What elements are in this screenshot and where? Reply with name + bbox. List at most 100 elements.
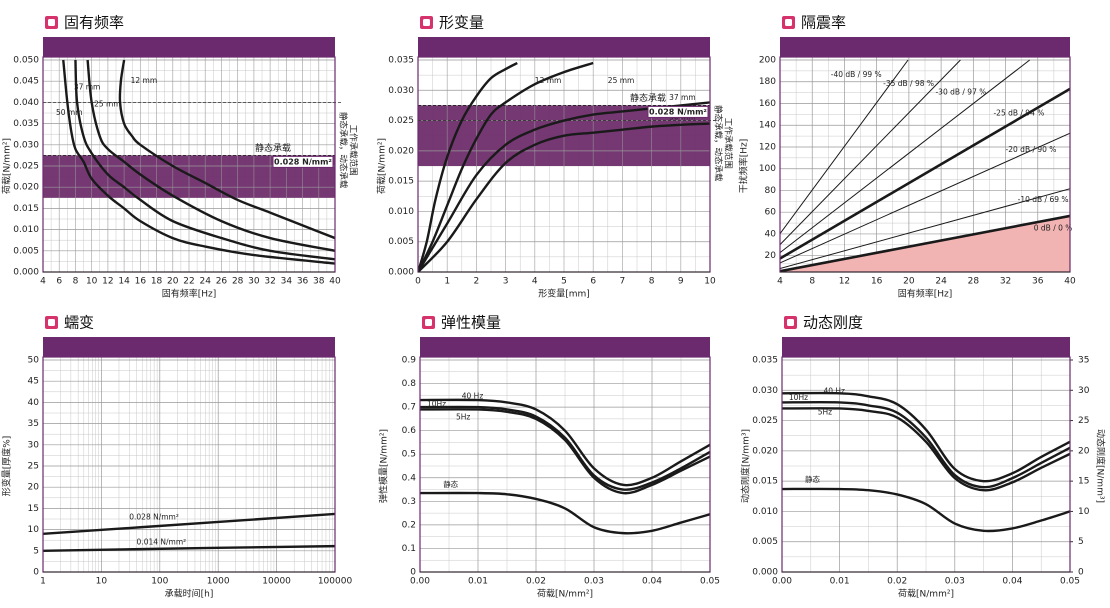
x-tick-label: 32: [264, 277, 275, 287]
annotation: 静态承载: [630, 92, 666, 104]
y-tick-label: 0.035: [13, 119, 39, 129]
series-label: 37 mm: [669, 93, 696, 102]
title-icon-inner: [787, 319, 794, 326]
x-tick-label: 1000: [207, 577, 230, 587]
value-box-label: 0.028 N/mm²: [274, 157, 332, 166]
x-tick-label: 8: [809, 277, 815, 287]
series-label: 5Hz: [456, 413, 470, 422]
side-annotation: 静态承载，动态承载: [713, 105, 724, 182]
series-label: -40 dB / 99 %: [831, 70, 882, 79]
y-tick-label: 0.010: [752, 507, 778, 517]
x-tick-label: 16: [871, 277, 883, 287]
series-label: 10Hz: [427, 399, 446, 408]
y2-tick-label: 30: [1078, 386, 1090, 396]
y-tick-label: 0.035: [752, 356, 778, 366]
y-tick-label: 0.025: [388, 116, 414, 126]
x-axis-label: 固有频率[Hz]: [162, 288, 217, 300]
x-tick-label: 20: [167, 277, 179, 287]
x-tick-label: 36: [297, 277, 309, 287]
y-tick-label: 160: [759, 99, 776, 109]
y-tick-label: 40: [765, 229, 777, 239]
y-tick-label: 0.030: [13, 140, 39, 150]
y-tick-label: 0.8: [402, 379, 417, 389]
y-tick-label: 30: [28, 440, 40, 450]
series-line: [420, 491, 710, 535]
y-tick-label: 0.035: [388, 56, 414, 66]
x-tick-label: 28: [968, 277, 980, 287]
y-tick-label: 25: [28, 462, 39, 472]
x-tick-label: 6: [56, 277, 62, 287]
series-line: [74, 59, 335, 261]
y2-axis-label: 动态刚度[N/mm³]: [1095, 429, 1107, 503]
header-bar: [420, 337, 710, 357]
x-tick-label: 22: [183, 277, 194, 287]
y-tick-label: 0.045: [13, 77, 39, 87]
chart-title: 固有频率: [64, 14, 124, 32]
y-tick-label: 0.6: [402, 426, 417, 436]
y-tick-label: 35: [28, 419, 39, 429]
y-axis-label: 荷载[N/mm²]: [1, 138, 13, 194]
chart-panel: 弹性模量 0.00 0.01 0.02 0.03 0.04 0.05 0 0.1 0.2 0.3 0.…: [378, 314, 721, 600]
x-tick-label: 12: [839, 277, 850, 287]
y-tick-label: 140: [759, 121, 776, 131]
series-label: -20 dB / 90 %: [1006, 145, 1057, 154]
y-axis-label: 弹性模量[N/mm²]: [378, 429, 390, 503]
series-label: -10 dB / 69 %: [1018, 195, 1069, 204]
chart-panel: 动态刚度 0.00 0.01 0.02 0.03 0.04 0.05 0.000 0.005 0.…: [740, 314, 1107, 600]
plot-bg: [43, 357, 335, 572]
x-tick-label: 20: [903, 277, 915, 287]
series-line: [782, 407, 1070, 492]
y-tick-label: 15: [28, 504, 39, 514]
series-label: 5Hz: [818, 408, 832, 417]
chart-title: 动态刚度: [803, 314, 863, 332]
y2-tick-label: 5: [1078, 537, 1084, 547]
series-label: 静态: [443, 479, 458, 489]
value-box: [272, 155, 334, 168]
x-tick-label: 10: [96, 577, 108, 587]
y-axis-label: 动态刚度[N/mm³]: [740, 429, 752, 503]
series-line: [86, 59, 335, 252]
chart-title: 形变量: [439, 14, 484, 32]
x-tick-label: 10000: [262, 577, 291, 587]
x-tick-label: 100000: [318, 577, 353, 587]
y-tick-label: 0.005: [752, 537, 778, 547]
series-line: [780, 214, 1070, 272]
y2-tick-label: 15: [1078, 477, 1089, 487]
y-tick-label: 0.005: [388, 237, 414, 247]
chart-title: 蠕变: [64, 314, 94, 332]
y2-tick-label: 0: [1078, 568, 1084, 578]
y-tick-label: 0.030: [752, 386, 778, 396]
series-line: [782, 400, 1070, 489]
x-tick-label: 36: [1032, 277, 1044, 287]
x-tick-label: 5: [561, 277, 567, 287]
y-tick-label: 0.025: [13, 162, 39, 172]
annotation: 静态承载: [255, 142, 291, 154]
x-tick-label: 12: [102, 277, 113, 287]
y-tick-label: 60: [765, 208, 777, 218]
x-tick-label: 0.02: [887, 577, 907, 587]
side-annotation: 工作承载范围: [348, 125, 359, 176]
y-tick-label: 0.015: [752, 477, 778, 487]
y-tick-label: 0.040: [13, 98, 39, 108]
series-line: [782, 487, 1070, 533]
x-tick-label: 0.00: [410, 577, 430, 587]
series-line: [420, 405, 710, 491]
y-axis-label: 荷载[N/mm²]: [376, 138, 388, 194]
y-tick-label: 80: [765, 186, 777, 196]
x-tick-label: 0.01: [830, 577, 850, 587]
x-tick-label: 14: [118, 277, 130, 287]
y-tick-label: 0.020: [752, 446, 778, 456]
series-group: [43, 512, 335, 552]
x-tick-label: 38: [313, 277, 325, 287]
series-line: [780, 59, 961, 245]
x-tick-label: 0.03: [584, 577, 604, 587]
y2-tick-label: 35: [1078, 356, 1089, 366]
x-tick-label: 6: [590, 277, 596, 287]
y-tick-label: 0.015: [13, 204, 39, 214]
x-tick-label: 40: [329, 277, 341, 287]
series-line: [780, 132, 1070, 264]
x-axis-label: 承载时间[h]: [165, 588, 214, 600]
x-tick-label: 0.00: [772, 577, 792, 587]
chart-title: 弹性模量: [441, 314, 501, 332]
